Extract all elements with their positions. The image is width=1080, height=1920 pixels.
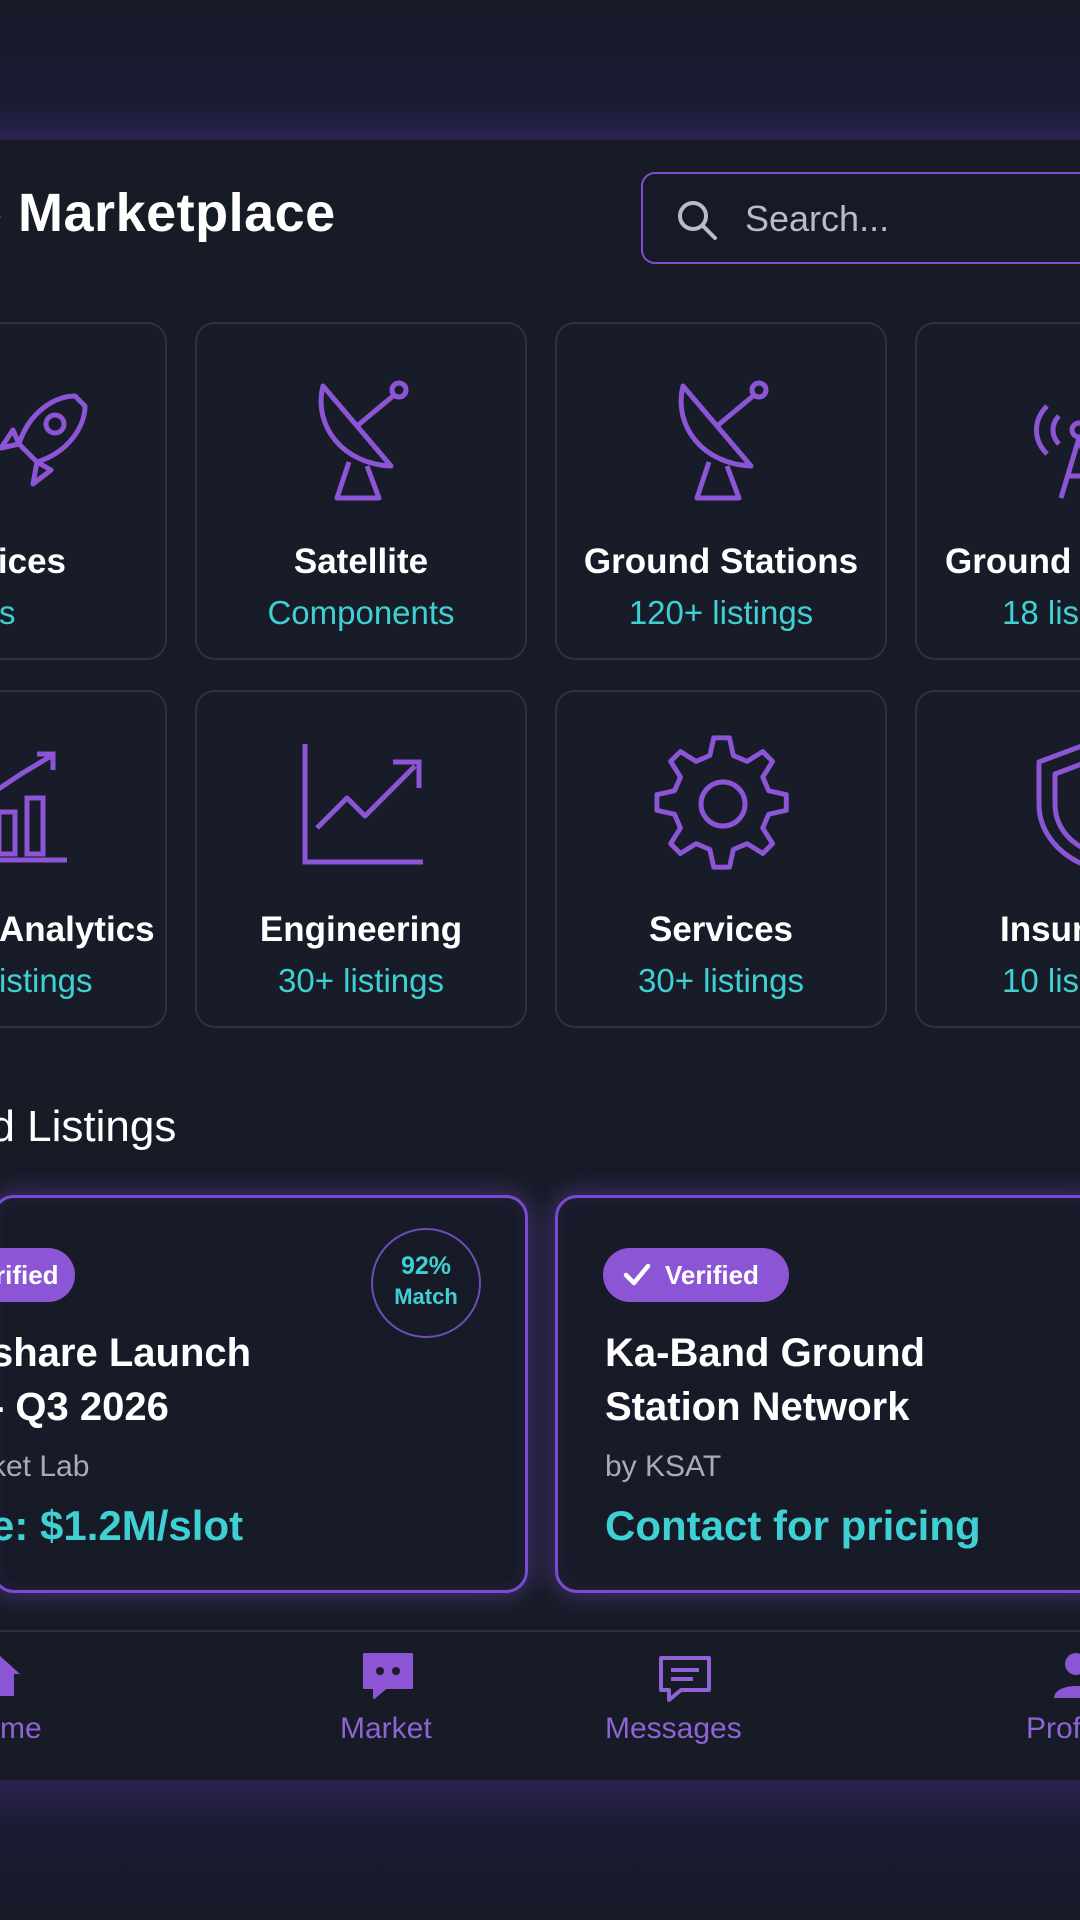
- satellite-dish-icon: [318, 380, 409, 501]
- listing-card-rideshare-launch[interactable]: rified 92% Match share Launch - Q3 2026 …: [0, 1195, 528, 1593]
- category-title: Satellite: [293, 542, 429, 581]
- bar-chart-icon: [0, 751, 67, 863]
- verified-badge-label: rified: [0, 1260, 59, 1290]
- rocket-icon: [0, 393, 88, 487]
- radio-tower-icon: [1034, 404, 1080, 499]
- category-card-satellite-components[interactable]: Satellite Components: [195, 322, 527, 660]
- category-card-services[interactable]: Services 30+ listings: [555, 690, 887, 1028]
- search-icon: [678, 201, 717, 240]
- bottom-nav-divider: [0, 1630, 1080, 1632]
- nav-label: Messages: [605, 1712, 742, 1745]
- category-subtitle: 10 lis: [1002, 962, 1080, 999]
- listing-price: e: $1.2M/slot: [0, 1502, 244, 1549]
- category-title: Ground Stations: [583, 542, 859, 581]
- category-card-analytics[interactable]: Analytics istings: [0, 690, 167, 1028]
- nav-label: Prof: [1026, 1712, 1080, 1745]
- match-percent: 92%: [400, 1252, 452, 1280]
- category-subtitle: istings: [0, 594, 16, 631]
- category-subtitle: Components: [267, 594, 455, 631]
- verified-badge: Verified: [603, 1248, 789, 1302]
- match-label: Match: [394, 1284, 458, 1309]
- section-title-featured-listings: ed Listings: [0, 1102, 177, 1151]
- category-subtitle: 30+ listings: [637, 962, 804, 999]
- listing-card-ka-band-ground-station[interactable]: Verified Ka-Band Ground Station Network …: [555, 1195, 1080, 1593]
- category-subtitle: 120+ listings: [628, 594, 814, 631]
- bottom-backdrop: [0, 1780, 1080, 1920]
- listing-title-line2: - Q3 2026: [0, 1385, 169, 1429]
- category-title: Analytics: [0, 910, 155, 949]
- nav-item-market[interactable]: Market: [340, 1650, 460, 1760]
- listing-title-line1: Ka-Band Ground: [605, 1331, 925, 1375]
- verified-badge-label: Verified: [665, 1260, 759, 1290]
- search-box[interactable]: [641, 172, 1080, 264]
- verified-badge: rified: [0, 1248, 75, 1302]
- category-card-launch-services[interactable]: Services istings: [0, 322, 167, 660]
- satellite-dish-icon: [678, 380, 769, 501]
- listing-title-line2: Station Network: [605, 1385, 910, 1429]
- category-card-ground[interactable]: Ground 18 lis: [915, 322, 1080, 660]
- listing-title-line1: share Launch: [0, 1331, 252, 1375]
- chat-bubble-icon: [363, 1653, 413, 1699]
- nav-item-profile[interactable]: Prof: [1022, 1650, 1080, 1760]
- nav-label: me: [0, 1712, 42, 1745]
- category-subtitle: istings: [0, 962, 93, 999]
- category-card-ground-stations[interactable]: Ground Stations 120+ listings: [555, 322, 887, 660]
- nav-label: Market: [340, 1712, 432, 1745]
- category-title: Services: [648, 910, 794, 949]
- listing-price: Contact for pricing: [605, 1502, 981, 1549]
- nav-item-messages[interactable]: Messages: [605, 1650, 765, 1760]
- category-title: Insur: [1000, 910, 1080, 949]
- category-subtitle: 30+ listings: [277, 962, 444, 999]
- user-icon: [1054, 1653, 1080, 1698]
- page-title: e Marketplace: [0, 183, 336, 243]
- nav-item-home[interactable]: me: [0, 1650, 90, 1760]
- category-title: Services: [0, 542, 67, 581]
- checkmark-icon: [623, 1263, 651, 1286]
- match-score-circle: 92% Match: [371, 1228, 481, 1338]
- search-input[interactable]: [743, 190, 1077, 248]
- category-card-insurance[interactable]: Insur 10 lis: [915, 690, 1080, 1028]
- listing-provider: by KSAT: [605, 1450, 722, 1483]
- top-backdrop: [0, 0, 1080, 140]
- message-icon: [659, 1656, 711, 1702]
- trend-chart-icon: [302, 744, 423, 865]
- gear-icon: [654, 735, 789, 870]
- listing-provider: ket Lab: [0, 1450, 90, 1483]
- home-icon: [0, 1655, 20, 1696]
- category-title: Engineering: [259, 910, 463, 949]
- category-title: Ground: [945, 542, 1072, 581]
- category-card-engineering[interactable]: Engineering 30+ listings: [195, 690, 527, 1028]
- category-subtitle: 18 lis: [1002, 594, 1080, 631]
- shield-icon: [1036, 743, 1080, 866]
